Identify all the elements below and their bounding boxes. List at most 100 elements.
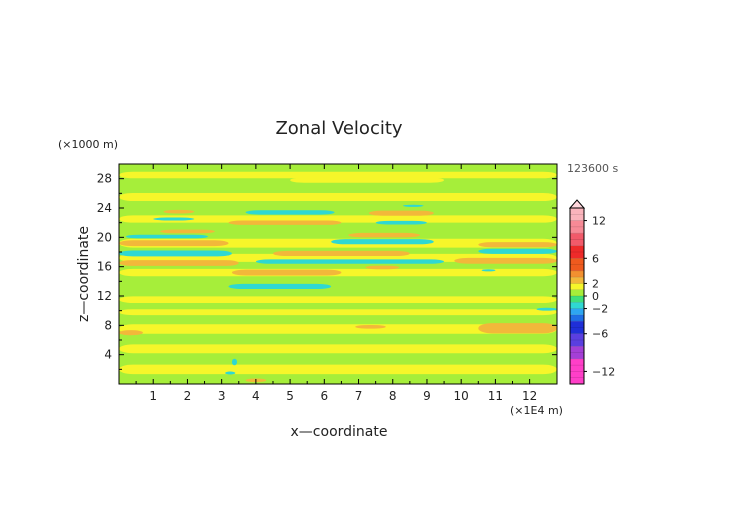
x-tick-label: 8: [389, 389, 397, 403]
heatmap-cell: [119, 330, 143, 336]
colorbar-tick-label: −2: [592, 303, 608, 316]
colorbar-band: [570, 289, 584, 296]
heatmap-cell: [119, 228, 557, 235]
heatmap-cell: [225, 371, 236, 375]
x-tick-label: 11: [488, 389, 503, 403]
colorbar-band: [570, 208, 584, 221]
chart-title: Zonal Velocity: [275, 118, 402, 139]
heatmap-cell: [272, 250, 410, 257]
heatmap-cell: [536, 307, 557, 311]
x-unit-label: (×1E4 m): [510, 404, 563, 417]
y-tick-label: 20: [97, 230, 112, 244]
colorbar-band: [570, 233, 584, 246]
y-tick-label: 24: [97, 201, 112, 215]
x-tick-label: 2: [184, 389, 192, 403]
y-tick-label: 28: [97, 172, 112, 186]
heatmap-cell: [307, 166, 410, 172]
colorbar-tick-label: −6: [592, 328, 608, 341]
heatmap-cell: [119, 376, 557, 383]
heatmap-cell: [119, 215, 557, 223]
heatmap-cell: [119, 253, 557, 262]
colorbar-band: [570, 283, 584, 290]
x-axis-label: x—coordinate: [291, 424, 388, 440]
colorbar-band: [570, 296, 584, 303]
colorbar-extend-arrow: [568, 199, 586, 209]
heatmap-cell: [478, 248, 557, 254]
heatmap-cell: [454, 257, 557, 264]
colorbar-tick-label: 0: [592, 290, 599, 303]
colorbar-band: [570, 258, 584, 271]
heatmap-cell: [119, 324, 557, 334]
heatmap-cell: [290, 177, 445, 183]
y-tick-label: 4: [104, 348, 112, 362]
heatmap-cell: [365, 265, 400, 270]
x-tick-label: 10: [454, 389, 469, 403]
colorbar-tick-label: 6: [592, 252, 599, 265]
heatmap-cell: [403, 204, 424, 207]
heatmap-cell: [119, 356, 557, 364]
heatmap-cell: [119, 240, 229, 247]
colorbar-band: [570, 220, 584, 234]
heatmap-cell: [119, 205, 557, 211]
colorbar-tick-label: −12: [592, 365, 615, 378]
y-tick-label: 12: [97, 289, 112, 303]
heatmap-cell: [375, 220, 427, 225]
y-axis-label: z—coordinate: [76, 226, 92, 322]
heatmap-cell: [331, 239, 434, 245]
x-tick-label: 9: [423, 389, 431, 403]
heatmap-cell: [119, 317, 557, 322]
colorbar-band: [570, 270, 584, 278]
heatmap-cell: [119, 344, 557, 354]
heatmap-cell: [348, 232, 421, 238]
heatmap-cell: [119, 183, 557, 189]
heatmap-cell: [119, 296, 557, 303]
y-axis: 4 8 12 16 20 24 28: [97, 172, 557, 370]
heatmap-cell: [355, 324, 386, 329]
colorbar-band: [570, 302, 584, 309]
x-tick-label: 7: [355, 389, 363, 403]
heatmap-cell: [163, 209, 195, 214]
y-unit-label: (×1000 m): [58, 138, 118, 151]
colorbar-band: [570, 358, 584, 384]
heatmap-cell: [478, 323, 557, 334]
heatmap-cell: [119, 364, 557, 375]
heatmap-cell: [119, 171, 557, 179]
heatmap-cell: [119, 192, 557, 202]
time-label: 123600 s: [567, 162, 618, 175]
plot-frame: [118, 163, 558, 385]
heatmap-cell: [119, 309, 557, 316]
x-tick-label: 3: [218, 389, 226, 403]
x-tick-label: 12: [522, 389, 537, 403]
colorbar-band: [570, 346, 584, 359]
colorbar-tick-label: 12: [592, 215, 606, 228]
colorbar-band: [570, 333, 584, 347]
y-tick-label: 8: [104, 318, 112, 332]
heatmap-cell: [119, 304, 557, 309]
heatmap-cell: [245, 210, 335, 215]
colorbar-tick-label: 2: [592, 277, 599, 290]
x-tick-label: 5: [286, 389, 294, 403]
heatmap-cell: [119, 279, 557, 290]
colorbar-band: [570, 321, 584, 334]
heatmap-cell: [231, 269, 342, 276]
x-axis: 1 2 3 4 5 6 7 8 9 10 11 12: [135, 164, 537, 403]
colorbar-band: [570, 314, 584, 322]
colorbar: 12 6 20−2 −6 −12: [568, 199, 615, 385]
heatmap-cell: [481, 269, 496, 272]
x-tick-label: 1: [149, 389, 157, 403]
colorbar-band: [570, 277, 584, 284]
x-tick-label: 6: [320, 389, 328, 403]
heatmap-cell: [255, 259, 445, 264]
heatmap-cell: [153, 217, 195, 221]
heatmap-plot-area: [119, 164, 557, 384]
heatmap-cell: [231, 358, 238, 366]
heatmap-cell: [119, 336, 557, 344]
colorbar-band: [570, 245, 584, 259]
heatmap-cell: [160, 229, 215, 234]
x-tick-label: 4: [252, 389, 260, 403]
heatmap-cell: [119, 250, 232, 257]
y-tick-label: 16: [97, 260, 112, 274]
heatmap-cell: [368, 210, 434, 216]
heatmap-cell: [478, 242, 557, 248]
